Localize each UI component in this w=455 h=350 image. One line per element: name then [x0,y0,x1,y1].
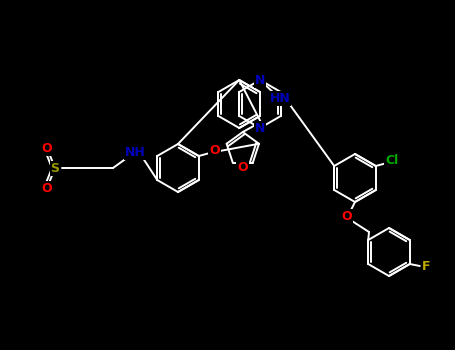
Text: S: S [51,161,60,175]
Text: O: O [342,210,352,223]
Text: O: O [42,182,52,195]
Text: O: O [42,141,52,154]
Text: F: F [421,259,430,273]
Text: Cl: Cl [385,154,399,168]
Text: N: N [255,74,265,86]
Text: NH: NH [125,146,146,159]
Text: N: N [255,121,265,134]
Text: O: O [238,161,248,174]
Text: O: O [209,145,220,158]
Text: HN: HN [270,91,290,105]
